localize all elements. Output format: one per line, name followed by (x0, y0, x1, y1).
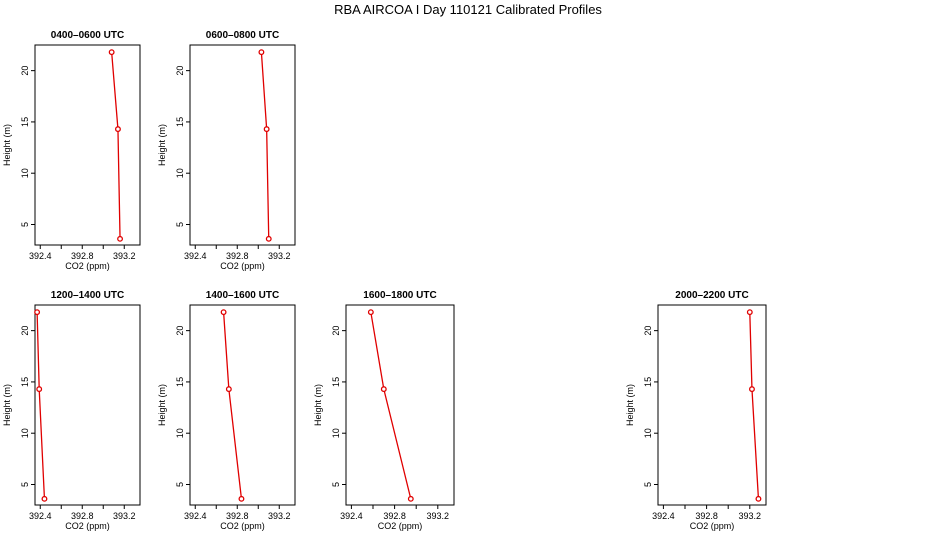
y-tick-label: 10 (175, 168, 185, 178)
y-tick-label: 5 (331, 482, 341, 487)
x-tick-label: 393.2 (427, 511, 450, 521)
x-axis-label: CO2 (ppm) (690, 521, 735, 531)
y-tick-label: 15 (20, 377, 30, 387)
data-point (36, 386, 43, 393)
y-tick-label: 15 (331, 377, 341, 387)
y-axis-label: Height (m) (313, 384, 323, 426)
plot-frame (345, 304, 455, 506)
plot-frame (34, 304, 141, 506)
y-tick-label: 20 (331, 326, 341, 336)
plot-frame (34, 44, 141, 246)
x-tick-label: 392.8 (226, 511, 249, 521)
y-tick-label: 5 (175, 482, 185, 487)
chart-panel: 2000–2200 UTC 392.4 392.8 393.2 5 10 15 20 CO2 (… (625, 290, 767, 531)
y-tick-label: 15 (20, 117, 30, 127)
y-axis-label: Height (m) (625, 384, 635, 426)
x-tick-label: 393.2 (268, 511, 291, 521)
panel-title: 1400–1600 UTC (206, 290, 279, 301)
y-tick-label: 15 (175, 377, 185, 387)
x-tick-label: 392.4 (29, 251, 52, 261)
data-point (749, 386, 755, 393)
x-tick-label: 392.4 (29, 511, 52, 521)
x-axis-label: CO2 (ppm) (220, 521, 265, 531)
y-tick-label: 15 (643, 377, 653, 387)
data-point (117, 235, 123, 242)
chart-panel: 1600–1800 UTC 392.4 392.8 393.2 5 10 15 20 CO2 (… (313, 290, 455, 531)
x-axis-label: CO2 (ppm) (65, 521, 110, 531)
x-tick-label: 392.8 (695, 511, 718, 521)
x-tick-label: 393.2 (739, 511, 762, 521)
panels-group: 0400–0600 UTC 392.4 392.8 393.2 5 10 15 20 CO2 (… (2, 30, 767, 531)
panel-title: 1600–1800 UTC (363, 290, 436, 301)
plot-frame (189, 44, 296, 246)
data-point (746, 309, 753, 316)
figure-title: RBA AIRCOA I Day 110121 Calibrated Profi… (334, 2, 602, 17)
y-tick-label: 10 (20, 428, 30, 438)
y-tick-label: 10 (20, 168, 30, 178)
y-tick-label: 20 (175, 326, 185, 336)
x-tick-label: 392.4 (184, 251, 207, 261)
x-tick-label: 392.4 (340, 511, 363, 521)
y-tick-label: 20 (175, 66, 185, 76)
x-tick-label: 393.2 (113, 511, 136, 521)
chart-panel: 0400–0600 UTC 392.4 392.8 393.2 5 10 15 20 CO2 (… (2, 30, 141, 271)
x-axis-label: CO2 (ppm) (65, 261, 110, 271)
data-point (755, 495, 762, 502)
data-point (238, 495, 245, 502)
panel-title: 1200–1400 UTC (51, 290, 124, 301)
x-tick-label: 392.8 (71, 251, 94, 261)
y-axis-label: Height (m) (157, 124, 167, 166)
panel-title: 0400–0600 UTC (51, 30, 124, 41)
chart-panel: 0600–0800 UTC 392.4 392.8 393.2 5 10 15 20 CO2 (… (157, 30, 296, 271)
y-tick-label: 5 (20, 222, 30, 227)
data-point (220, 309, 227, 316)
chart-panel: 1400–1600 UTC 392.4 392.8 393.2 5 10 15 20 CO2 (… (157, 290, 296, 531)
y-tick-label: 20 (643, 326, 653, 336)
x-axis-label: CO2 (ppm) (378, 521, 423, 531)
x-tick-label: 392.4 (184, 511, 207, 521)
profile-line (260, 52, 270, 239)
data-point (114, 126, 121, 133)
x-tick-label: 393.2 (268, 251, 291, 261)
y-tick-label: 15 (175, 117, 185, 127)
y-axis-label: Height (m) (157, 384, 167, 426)
x-tick-label: 392.8 (71, 511, 94, 521)
data-point (34, 309, 41, 316)
data-point (225, 386, 232, 393)
data-point (108, 49, 115, 56)
profile-line (222, 312, 243, 499)
y-tick-label: 5 (643, 482, 653, 487)
profile-line (370, 312, 412, 500)
data-point (263, 126, 270, 133)
data-point (367, 309, 374, 316)
x-tick-label: 392.8 (383, 511, 406, 521)
x-tick-label: 392.4 (652, 511, 675, 521)
plot-frame (189, 304, 296, 506)
x-tick-label: 393.2 (113, 251, 136, 261)
chart-panel: 1200–1400 UTC 392.4 392.8 393.2 5 10 15 20 CO2 (… (2, 290, 141, 531)
data-point (41, 495, 48, 502)
y-tick-label: 20 (20, 66, 30, 76)
plot-frame (657, 304, 767, 506)
data-point (265, 235, 272, 242)
data-point (258, 49, 265, 56)
profile-line (36, 312, 46, 499)
panel-title: 0600–0800 UTC (206, 30, 279, 41)
y-axis-label: Height (m) (2, 384, 12, 426)
y-tick-label: 20 (20, 326, 30, 336)
y-tick-label: 10 (175, 428, 185, 438)
profile-line (111, 52, 121, 239)
data-point (407, 495, 414, 502)
y-tick-label: 10 (643, 428, 653, 438)
y-tick-label: 10 (331, 428, 341, 438)
y-axis-label: Height (m) (2, 124, 12, 166)
panel-title: 2000–2200 UTC (675, 290, 748, 301)
y-tick-label: 5 (20, 482, 30, 487)
y-tick-label: 5 (175, 222, 185, 227)
x-axis-label: CO2 (ppm) (220, 261, 265, 271)
x-tick-label: 392.8 (226, 251, 249, 261)
data-point (380, 386, 387, 393)
profile-line (749, 312, 760, 499)
